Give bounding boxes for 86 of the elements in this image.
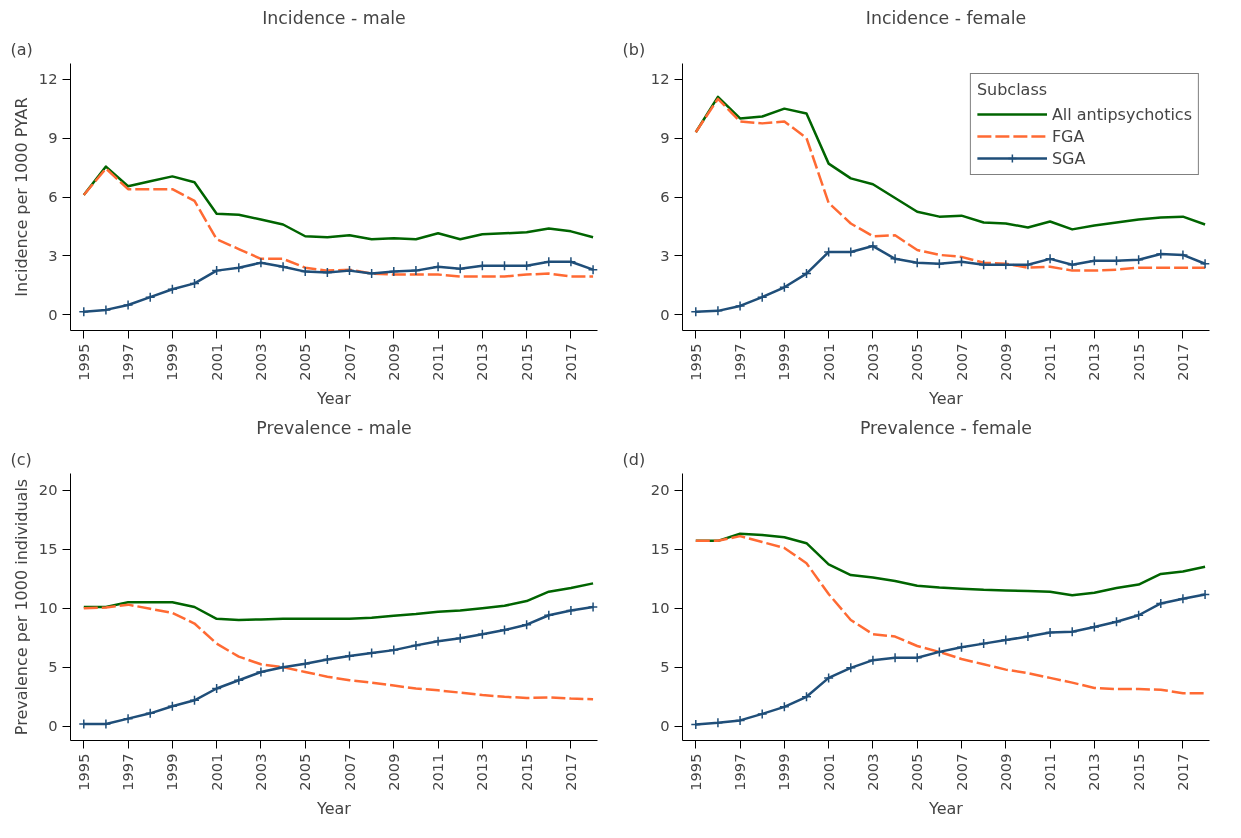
chart-title: Incidence - female [865, 7, 1027, 28]
y-tick-label: 12 [38, 70, 58, 88]
x-tick-label: 2005 [296, 343, 314, 381]
x-tick-label: 2003 [251, 753, 269, 791]
y-axis-title: Prevalence per 1000 individuals [11, 478, 31, 736]
y-tick-label: 3 [660, 246, 670, 264]
legend-label: SGA [1051, 148, 1086, 168]
x-tick-label: 2005 [908, 753, 926, 791]
y-tick-label: 20 [38, 481, 58, 499]
x-tick-label: 2017 [561, 753, 579, 791]
legend-label: All antipsychotics [1051, 104, 1192, 124]
x-tick-label: 2011 [429, 753, 447, 791]
x-tick-label: 2001 [819, 343, 837, 381]
x-tick-label: 2009 [384, 753, 402, 791]
text: (b) [622, 39, 646, 59]
x-tick-label: 2005 [296, 753, 314, 791]
x-tick-label: 2003 [863, 753, 881, 791]
y-tick-label: 0 [660, 717, 670, 735]
x-tick-label: 2001 [207, 343, 225, 381]
x-tick-label: 1997 [119, 753, 137, 791]
x-tick-label: 1997 [119, 343, 137, 381]
y-tick-label: 5 [48, 658, 58, 676]
x-tick-label: 1999 [775, 343, 793, 381]
x-tick-label: 1995 [686, 343, 704, 381]
x-tick-label: 2013 [1085, 753, 1103, 791]
x-tick-label: 2013 [1085, 343, 1103, 381]
text: (c) [10, 449, 32, 469]
x-tick-label: 1997 [731, 753, 749, 791]
x-tick-label: 2001 [819, 753, 837, 791]
x-tick-label: 1999 [775, 753, 793, 791]
y-tick-label: 10 [650, 599, 670, 617]
x-tick-label: 2007 [340, 753, 358, 791]
y-tick-label: 20 [650, 481, 670, 499]
x-tick-label: 1995 [74, 753, 92, 791]
y-tick-label: 10 [38, 599, 58, 617]
x-axis-title: Year [316, 798, 352, 818]
y-tick-label: 6 [660, 188, 670, 205]
x-tick-label: 2001 [207, 753, 225, 791]
text: (d) [622, 449, 646, 469]
x-axis-title: Year [928, 388, 964, 408]
x-tick-label: 2011 [429, 343, 447, 381]
x-tick-label: 2003 [863, 343, 881, 381]
y-axis-title: Incidence per 1000 PYAR [11, 97, 31, 297]
y-tick-label: 6 [48, 188, 58, 205]
x-tick-label: 2007 [340, 343, 358, 381]
y-tick-label: 12 [650, 70, 670, 88]
x-tick-label: 2007 [952, 753, 970, 791]
y-tick-label: 3 [48, 246, 58, 264]
x-axis-title: Year [928, 798, 964, 818]
x-tick-label: 2017 [1173, 753, 1191, 791]
y-tick-label: 0 [48, 717, 58, 735]
x-tick-label: 2013 [473, 343, 491, 381]
y-tick-label: 9 [660, 129, 670, 147]
chart-title: Prevalence - male [256, 417, 412, 438]
x-tick-label: 2013 [473, 753, 491, 791]
x-tick-label: 2015 [1129, 753, 1147, 791]
legend-title: Subclass [976, 80, 1049, 99]
x-tick-label: 2007 [952, 343, 970, 381]
x-axis-title: Year [316, 388, 352, 408]
x-tick-label: 2017 [561, 343, 579, 381]
x-tick-label: 1999 [163, 753, 181, 791]
x-tick-label: 2011 [1041, 753, 1059, 791]
x-tick-label: 2009 [996, 343, 1014, 381]
y-tick-label: 15 [650, 540, 670, 558]
y-tick-label: 5 [660, 658, 670, 676]
x-tick-label: 2009 [996, 753, 1014, 791]
x-tick-label: 1995 [74, 343, 92, 381]
x-tick-label: 2015 [517, 343, 535, 381]
x-tick-label: 1997 [731, 343, 749, 381]
y-tick-label: 0 [660, 305, 670, 323]
y-tick-label: 9 [48, 129, 58, 147]
y-tick-label: 15 [38, 540, 58, 558]
x-tick-label: 2015 [517, 753, 535, 791]
x-tick-label: 1995 [686, 753, 704, 791]
x-tick-label: 2011 [1041, 343, 1059, 381]
y-tick-label: 0 [48, 305, 58, 323]
legend-label: FGA [1051, 126, 1085, 146]
x-tick-label: 2015 [1129, 343, 1147, 381]
x-tick-label: 2003 [251, 343, 269, 381]
chart-title: Prevalence - female [859, 417, 1033, 438]
x-tick-label: 2009 [384, 343, 402, 381]
text: (a) [10, 39, 33, 59]
chart-title: Incidence - male [262, 7, 406, 28]
x-tick-label: 1999 [163, 343, 181, 381]
x-tick-label: 2005 [908, 343, 926, 381]
x-tick-label: 2017 [1173, 343, 1191, 381]
